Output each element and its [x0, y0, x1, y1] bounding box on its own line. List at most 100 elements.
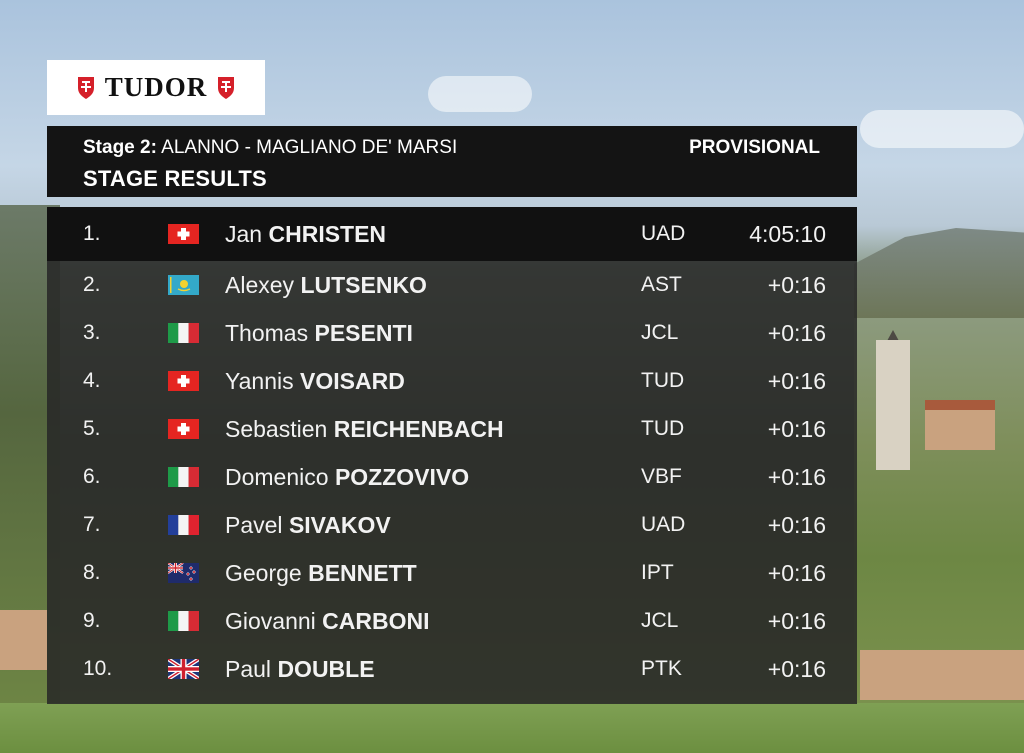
rider-name: Yannis VOISARD	[225, 368, 405, 395]
united-kingdom-flag-icon	[166, 657, 201, 681]
results-header: Stage 2: ALANNO - MAGLIANO DE' MARSI STA…	[47, 126, 857, 197]
italy-flag-icon	[168, 323, 199, 343]
team-code: IPT	[641, 561, 674, 584]
team-code: TUD	[641, 369, 685, 392]
switzerland-flag-icon	[168, 224, 199, 244]
rider-name: George BENNETT	[225, 560, 417, 587]
rider-name: Pavel SIVAKOV	[225, 512, 391, 539]
kazakhstan-flag-icon	[168, 275, 199, 295]
rank: 10.	[83, 657, 113, 680]
rider-name: Domenico POZZOVIVO	[225, 464, 469, 491]
brand-name: TUDOR	[104, 72, 208, 102]
france-flag-icon	[168, 515, 199, 535]
rider-last-name: CHRISTEN	[268, 221, 387, 247]
rider-name: Jan CHRISTEN	[225, 221, 386, 248]
team-code: JCL	[641, 609, 679, 632]
rider-first-name: Giovanni	[225, 608, 316, 634]
rider-last-name: SIVAKOV	[288, 512, 391, 538]
village	[860, 650, 1024, 700]
rank: 7.	[83, 513, 101, 536]
result-row: 4. Yannis VOISARD TUD +0:16	[47, 357, 857, 405]
result-row: 7. Pavel SIVAKOV UAD +0:16	[47, 501, 857, 549]
stage-results-heading: STAGE RESULTS	[83, 166, 267, 191]
rider-first-name: Jan	[225, 221, 263, 247]
rider-last-name: CARBONI	[322, 608, 430, 634]
church-tower	[876, 340, 910, 470]
status-badge: PROVISIONAL	[689, 137, 820, 158]
time-gap: +0:16	[767, 368, 826, 394]
rider-last-name: LUTSENKO	[300, 272, 427, 298]
rider-first-name: Pavel	[225, 512, 283, 538]
time-gap: +0:16	[767, 464, 826, 490]
rider-last-name: VOISARD	[300, 368, 405, 394]
rider-first-name: Alexey	[225, 272, 295, 298]
rider-name: Thomas PESENTI	[225, 320, 413, 347]
cloud	[428, 76, 532, 112]
rider-first-name: Thomas	[225, 320, 309, 346]
house-roof	[925, 400, 995, 410]
rider-first-name: Sebastien	[225, 416, 328, 442]
time-gap: +0:16	[767, 416, 826, 442]
rider-last-name: REICHENBACH	[333, 416, 504, 442]
team-code: PTK	[641, 657, 682, 680]
time-gap: +0:16	[767, 608, 826, 634]
rider-last-name: DOUBLE	[277, 656, 375, 682]
cloud	[860, 110, 1024, 148]
new-zealand-flag-icon	[167, 562, 199, 583]
team-code: TUD	[641, 417, 685, 440]
tudor-logo: TUDOR	[47, 60, 265, 115]
field	[0, 703, 1024, 753]
rank: 3.	[83, 321, 101, 344]
team-code: VBF	[641, 465, 682, 488]
rider-last-name: POZZOVIVO	[334, 464, 470, 490]
shield-icon	[218, 76, 235, 99]
time-gap: 4:05:10	[749, 221, 826, 247]
rank: 8.	[83, 561, 101, 584]
time-gap: +0:16	[767, 272, 826, 298]
result-row: 6. Domenico POZZOVIVO VBF +0:16	[47, 453, 857, 501]
time-gap: +0:16	[767, 560, 826, 586]
rank: 9.	[83, 609, 101, 632]
rider-last-name: BENNETT	[308, 560, 417, 586]
result-row: 2. Alexey LUTSENKO AST +0:16	[47, 261, 857, 309]
rank: 6.	[83, 465, 101, 488]
stage-title: Stage 2: ALANNO - MAGLIANO DE' MARSI	[83, 137, 457, 159]
mountains-right	[854, 228, 1024, 318]
rider-first-name: Yannis	[225, 368, 294, 394]
shield-icon	[77, 76, 94, 99]
time-gap: +0:16	[767, 512, 826, 538]
stage-label: Stage 2:	[83, 137, 157, 158]
rider-name: Sebastien REICHENBACH	[225, 416, 504, 443]
time-gap: +0:16	[767, 320, 826, 346]
team-code: UAD	[641, 222, 686, 245]
team-code: UAD	[641, 513, 686, 536]
rider-name: Giovanni CARBONI	[225, 608, 430, 635]
rank: 4.	[83, 369, 101, 392]
stage-route: ALANNO - MAGLIANO DE' MARSI	[161, 137, 458, 158]
italy-flag-icon	[168, 467, 199, 487]
result-row: 9. Giovanni CARBONI JCL +0:16	[47, 597, 857, 645]
rider-first-name: George	[225, 560, 302, 586]
rider-first-name: Domenico	[225, 464, 329, 490]
house	[925, 405, 995, 450]
rank: 5.	[83, 417, 101, 440]
result-row: 5. Sebastien REICHENBACH TUD +0:16	[47, 405, 857, 453]
result-row: 1. Jan CHRISTEN UAD 4:05:10	[47, 207, 857, 261]
team-code: JCL	[641, 321, 679, 344]
results-table: 1. Jan CHRISTEN UAD 4:05:10 2. Alexey LUTSENK…	[47, 207, 857, 704]
result-row: 8. George BENNETT IPT +0:16	[47, 549, 857, 597]
rider-last-name: PESENTI	[314, 320, 413, 346]
rider-name: Paul DOUBLE	[225, 656, 375, 683]
italy-flag-icon	[168, 611, 199, 631]
result-row: 10. Paul DOUBLE PTK +0:16	[47, 645, 857, 693]
rider-name: Alexey LUTSENKO	[225, 272, 427, 299]
house	[0, 610, 47, 670]
switzerland-flag-icon	[168, 419, 199, 439]
result-row: 3. Thomas PESENTI JCL +0:16	[47, 309, 857, 357]
rider-first-name: Paul	[225, 656, 272, 682]
team-code: AST	[641, 273, 682, 296]
switzerland-flag-icon	[168, 371, 199, 391]
rank: 1.	[83, 222, 101, 245]
time-gap: +0:16	[767, 656, 826, 682]
rank: 2.	[83, 273, 101, 296]
